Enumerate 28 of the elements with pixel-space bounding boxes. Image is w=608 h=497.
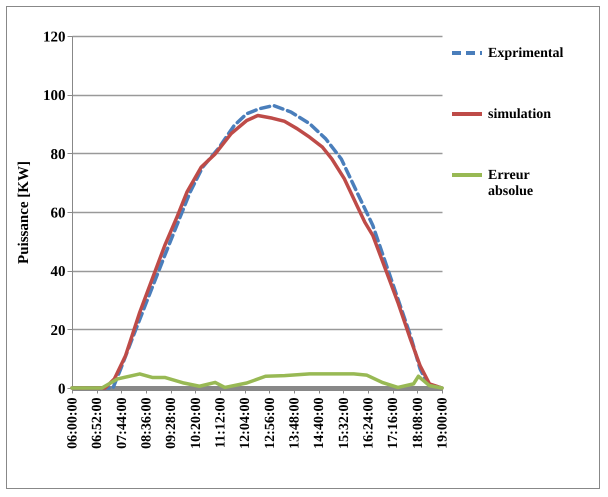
x-tick-label: 17:16:00: [386, 398, 402, 449]
x-tick-label: 07:44:00: [114, 398, 130, 449]
x-tick-label: 12:04:00: [238, 398, 254, 449]
y-tick-label: 100: [43, 88, 66, 104]
line-series: [70, 372, 444, 390]
x-tick-label: 13:48:00: [288, 398, 302, 449]
legend-label: Erreur absolue: [488, 168, 534, 199]
x-tick-label: 15:32:00: [336, 398, 352, 449]
legend-label: simulation: [488, 107, 552, 122]
x-tick-label: 10:20:00: [188, 398, 204, 449]
x-tick-label: 06:52:00: [90, 398, 106, 449]
x-tick-label: 12:56:00: [262, 398, 278, 449]
y-tick-label: 20: [50, 322, 66, 339]
y-tick-label: 60: [50, 206, 66, 222]
y-axis-title: Puissance [KW]: [16, 161, 32, 264]
x-tick-label: 18:08:00: [410, 398, 426, 449]
x-tick-label: 11:12:00: [214, 398, 228, 448]
legend-label: Exprimental: [488, 46, 564, 61]
x-tick-label: 14:40:00: [312, 398, 328, 449]
x-tick-label: 19:00:00: [436, 398, 450, 449]
y-tick-label: 40: [50, 264, 66, 280]
x-tick-label: 16:24:00: [362, 398, 376, 449]
x-tick-label: 06:00:00: [66, 398, 80, 449]
x-tick-label: 08:36:00: [140, 398, 154, 449]
y-tick-label: 0: [58, 382, 66, 398]
y-tick-label: 120: [43, 30, 66, 46]
y-tick-label: 80: [50, 146, 66, 163]
x-tick-label: 09:28:00: [164, 398, 180, 449]
